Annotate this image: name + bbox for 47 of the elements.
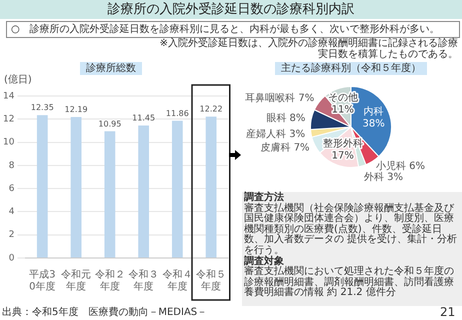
- text: 診療所の入院外受診延日数の診療科別内訳: [0, 0, 462, 19]
- slice-label: 内科: [364, 106, 384, 118]
- text: 21: [440, 305, 456, 319]
- slice-label: 耳鼻咽喉科 7%: [245, 92, 314, 104]
- slice-label: 外科 3%: [364, 170, 404, 183]
- chart-title: 主たる診療科別（令和５年度）: [275, 62, 427, 75]
- chart-title: 診療所総数: [80, 62, 142, 75]
- data-label: 38%: [362, 118, 385, 130]
- x-tick-label: 令和４年度: [162, 268, 192, 293]
- slice-label: 小児科 6%: [376, 160, 425, 172]
- y-tick-label: 12: [3, 114, 14, 124]
- y-tick-label: 6: [8, 184, 15, 194]
- data-label: 11.86: [166, 108, 189, 118]
- slice-label: 眼科 8%: [266, 112, 306, 124]
- bar: [36, 115, 48, 258]
- y-tick-label: 2: [8, 230, 14, 240]
- data-label: 12.19: [64, 105, 88, 114]
- text: ○ 診療所の入院外受診延日数を診療科別に見ると、内科が最も多く、次いで整形外科が多い。: [6, 21, 460, 38]
- bar: [70, 116, 82, 258]
- data-label: 11.45: [132, 114, 156, 123]
- text: 審査支払機関（社会保険診療報酬支払基金及び国民健康保険団体連合会）より、制度別、医療機関種類別の医療費(点数)、件数、受診延日数、加入者数データの 提供を受け、集計・分析を行う。: [244, 202, 458, 256]
- y-tick-label: 10: [3, 138, 15, 148]
- bar: [104, 131, 116, 258]
- bar: [172, 120, 183, 258]
- text: 調査方法: [244, 192, 284, 203]
- data-label: 12.35: [30, 103, 54, 112]
- x-tick-label: 令和２年度: [94, 268, 125, 293]
- y-tick-label: 4: [8, 207, 15, 218]
- y-tick-label: 8: [8, 160, 15, 171]
- text: ※入院外受診延日数は、入院外の診療報酬明細書に記録される診療実日数を積算したものである。: [158, 38, 458, 60]
- data-label: 12.22: [200, 104, 223, 114]
- data-label: 10.95: [98, 119, 122, 128]
- x-tick-label: 令和元年度: [61, 268, 92, 293]
- slice-label: 皮膚科 7%: [260, 142, 310, 154]
- y-tick-label: 0: [8, 253, 15, 264]
- bar: [138, 126, 150, 258]
- source-note: 出典：令和5年度 医療費の動向－MEDIAS－: [2, 306, 208, 319]
- y-tick-label: 14: [3, 91, 15, 102]
- bar: [206, 116, 217, 258]
- text: 調査対象: [244, 256, 284, 267]
- text: 審査支払機関において処理された令和５年度の診療報酬明細書、調剤報酬明細書、訪問看護療養費明細書の情報 約 21.2 億件分: [244, 266, 455, 299]
- x-tick-label: 平成30年度: [29, 268, 56, 293]
- x-tick-label: 令和３年度: [128, 268, 159, 293]
- y-axis-title: (億日): [4, 74, 32, 86]
- x-tick-label: 令和５年度: [196, 268, 226, 293]
- data-label: 17%: [332, 150, 354, 162]
- slice-label: 産婦人科 3%: [246, 128, 306, 140]
